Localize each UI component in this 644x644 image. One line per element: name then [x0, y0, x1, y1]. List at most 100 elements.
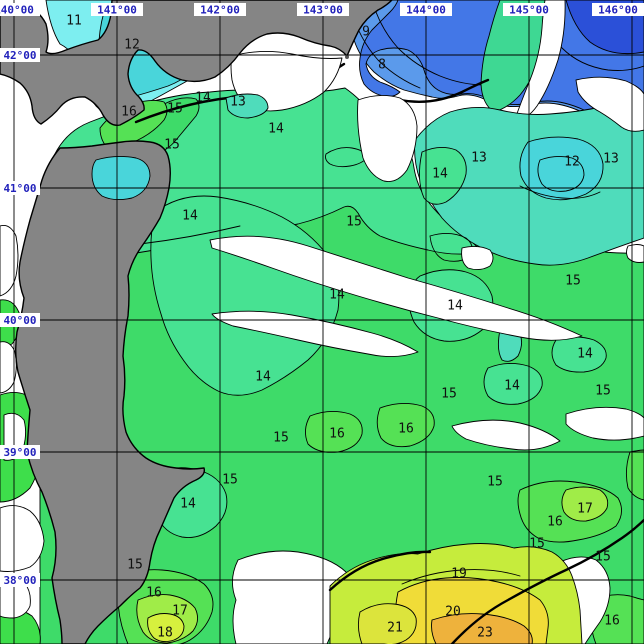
latitude-label: 41°00 [3, 182, 36, 195]
sst-value-label: 15 [273, 431, 289, 446]
cloud-patch [575, 76, 644, 132]
longitude-label: 143°00 [303, 4, 343, 17]
sst-value-label: 11 [66, 14, 82, 29]
water-patch-14-c [551, 336, 607, 373]
contour-line [519, 185, 601, 199]
sst-value-label: 17 [577, 502, 593, 517]
sst-value-label: 14 [255, 370, 271, 385]
sst-value-label: 9 [362, 25, 370, 40]
latitude-label-box [0, 573, 40, 587]
sst-value-label: 14 [432, 167, 448, 182]
latitude-label-box [0, 48, 40, 62]
sst-value-label: 12 [564, 155, 580, 170]
sst-value-label: 14 [182, 209, 198, 224]
cloud-patch [451, 419, 561, 451]
latitude-label-box [0, 181, 40, 195]
longitude-label-box [400, 3, 452, 16]
sst-value-label: 16 [329, 427, 345, 442]
sst-value-label: 20 [445, 605, 461, 620]
water-loop-16-a [305, 411, 363, 453]
sst-value-label: 15 [346, 215, 362, 230]
longitude-label-box [297, 3, 349, 16]
sst-value-label: 15 [167, 102, 183, 117]
water-sliver-16-right [625, 449, 644, 501]
land-honshu [15, 140, 206, 644]
sst-value-label: 14 [180, 497, 196, 512]
longitude-label-box [592, 3, 644, 16]
front-line-eddy-se [450, 518, 644, 644]
water-patch-14-d [483, 363, 543, 405]
sst-value-label: 15 [222, 473, 238, 488]
land-hokkaido [0, 0, 393, 126]
warm-eddy-layer [225, 93, 644, 644]
eddy-band-23 [431, 613, 533, 644]
sst-value-label: 16 [547, 515, 563, 530]
latitude-label: 38°00 [3, 574, 36, 587]
sst-value-label: 16 [121, 105, 137, 120]
longitude-label-box [91, 3, 143, 16]
sst-value-label: 19 [451, 567, 467, 582]
contour-line [371, 0, 501, 86]
longitude-label-box [194, 3, 246, 16]
sst-value-label: 14 [329, 288, 345, 303]
longitude-label: 146°00 [598, 4, 638, 17]
latitude-label: 39°00 [3, 446, 36, 459]
cloud-patch [0, 505, 45, 572]
sst-value-label: 16 [146, 586, 162, 601]
sst-value-label: 15 [565, 274, 581, 289]
latitude-label-box [0, 313, 40, 327]
eddy-band-21 [357, 603, 417, 644]
cloud-patch [0, 225, 19, 297]
sst-value-label: 15 [127, 558, 143, 573]
mutsu-bay-water [91, 155, 151, 201]
water-dab-13-strait [225, 93, 269, 119]
sst-value-label: 13 [471, 151, 487, 166]
sst-value-label: 15 [164, 138, 180, 153]
label-layer: 140°00 141°00 142°00 143°00 144°00 145°00 146°… [0, 3, 644, 641]
cloud-patch [357, 95, 418, 182]
sst-value-label: 14 [195, 91, 211, 106]
longitude-label: 141°00 [97, 4, 137, 17]
cloud-patch [565, 406, 644, 441]
small-island [345, 55, 349, 59]
longitude-label: 140°00 [0, 4, 34, 17]
sst-value-label: 14 [504, 379, 520, 394]
cloud-patch [626, 244, 644, 263]
contour-line [537, 155, 585, 192]
sst-value-label: 18 [157, 626, 173, 641]
water-blob-fish [325, 147, 369, 168]
sst-value-label: 8 [378, 58, 386, 73]
sst-value-label: 12 [124, 38, 140, 53]
water-eddy-12 [519, 136, 604, 201]
sst-value-label: 13 [603, 152, 619, 167]
latitude-label: 42°00 [3, 49, 36, 62]
cloud-patch [461, 245, 494, 271]
sst-value-label: 13 [230, 95, 246, 110]
land-layer [0, 0, 393, 644]
sst-value-label: 15 [441, 387, 457, 402]
water-patch-14-erimo [419, 147, 467, 205]
longitude-label-box [0, 3, 40, 16]
longitude-label: 142°00 [200, 4, 240, 17]
sst-value-label: 17 [172, 604, 188, 619]
sst-value-label: 15 [529, 537, 545, 552]
cloud-patch [211, 310, 419, 357]
latitude-label-box [0, 445, 40, 459]
sst-value-label: 14 [447, 299, 463, 314]
longitude-label: 145°00 [509, 4, 549, 17]
cloud-patch [0, 341, 17, 394]
sst-value-label: 15 [595, 550, 611, 565]
sst-value-label: 16 [398, 422, 414, 437]
longitude-label: 144°00 [406, 4, 446, 17]
front-line-eddy-nw [328, 550, 432, 592]
sst-value-label: 15 [487, 475, 503, 490]
cloud-patch [209, 235, 583, 341]
sst-value-label: 21 [387, 621, 403, 636]
sst-value-label: 23 [477, 626, 493, 641]
sst-value-label: 14 [577, 347, 593, 362]
sst-value-label: 14 [268, 122, 284, 137]
front-line-hokkaido-south [398, 78, 490, 103]
longitude-label-box [503, 3, 555, 16]
